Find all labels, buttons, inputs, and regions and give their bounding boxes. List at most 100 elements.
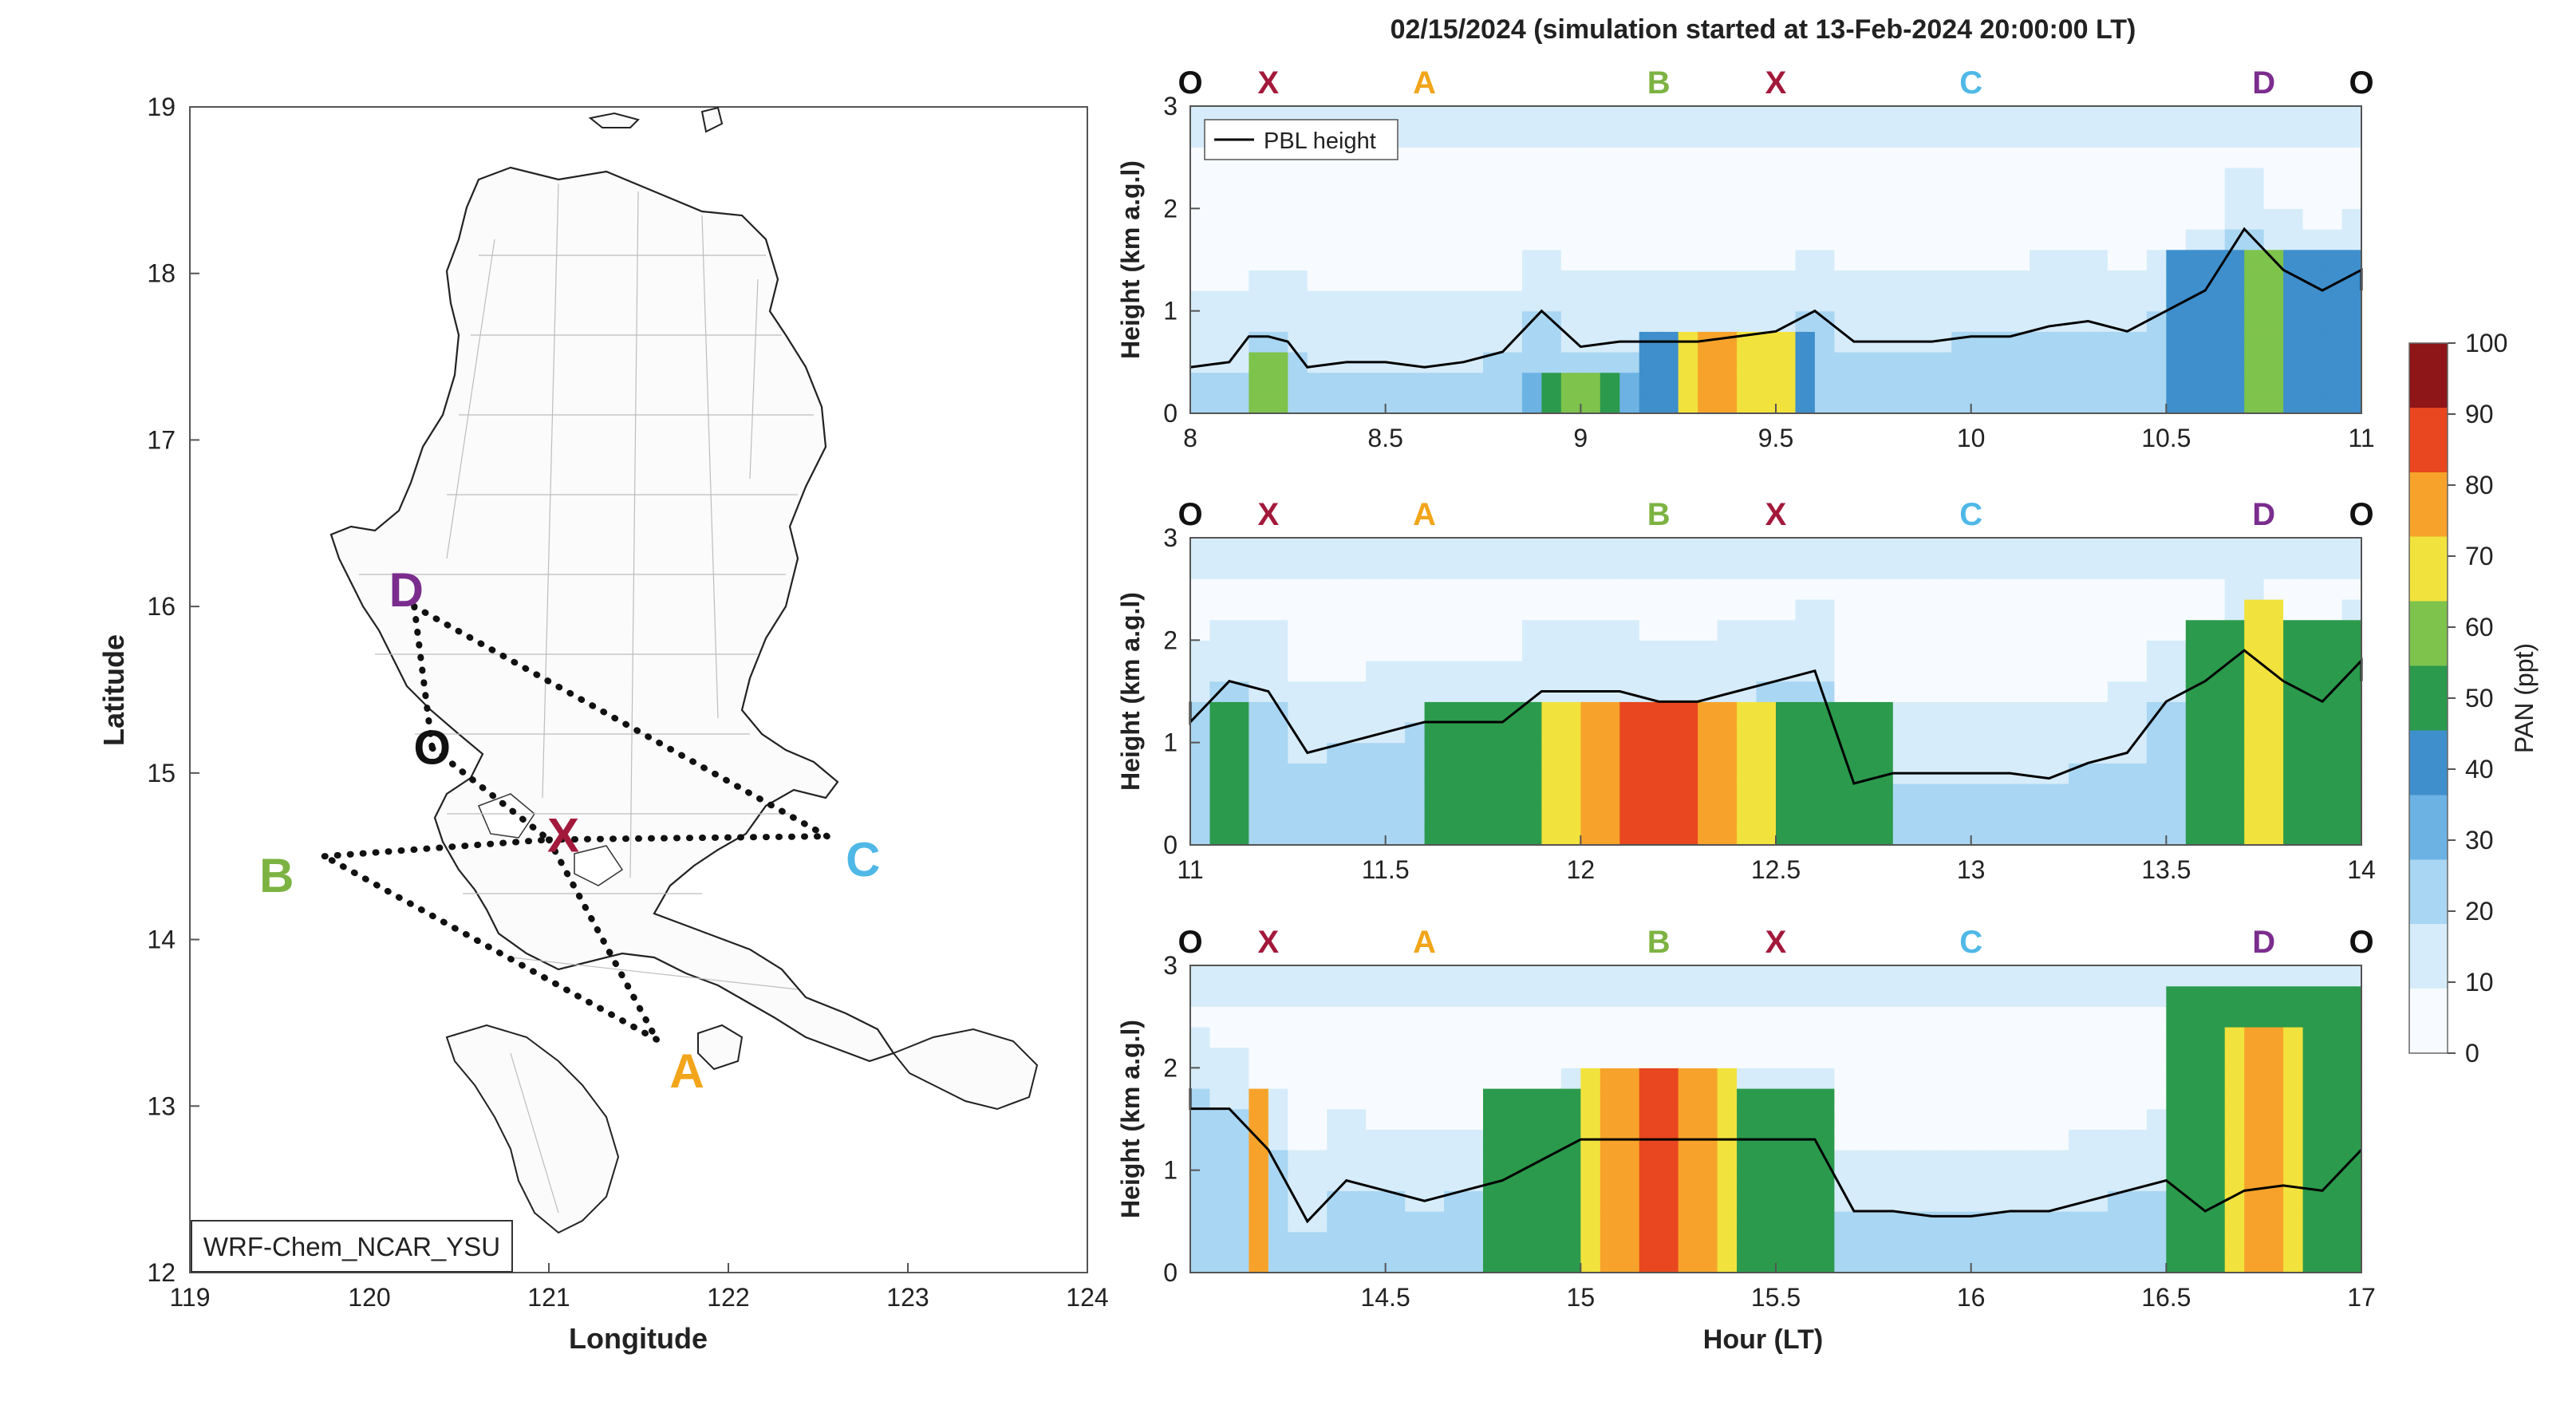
- pan-cell: [1737, 1170, 1757, 1191]
- pan-cell: [1541, 742, 1562, 764]
- pan-cell: [1737, 965, 1757, 987]
- pan-cell: [1931, 1129, 1952, 1151]
- pan-cell: [2205, 249, 2226, 270]
- pan-cell: [1288, 619, 1308, 641]
- pan-cell: [2283, 558, 2304, 579]
- pan-cell: [1521, 147, 1542, 168]
- pan-cell: [2010, 1006, 2030, 1028]
- pan-cell: [1853, 1108, 1874, 1130]
- pan-cell: [1659, 1088, 1679, 1110]
- pan-cell: [1912, 208, 1933, 230]
- pan-cell: [1346, 331, 1367, 353]
- pan-cell: [1463, 270, 1484, 291]
- pan-cell: [1776, 578, 1797, 600]
- pan-cell: [1970, 393, 1991, 414]
- pan-cell: [2088, 824, 2109, 846]
- pan-cell: [1834, 372, 1855, 393]
- route-letter-c: C: [1959, 925, 1982, 960]
- pan-cell: [2322, 1027, 2343, 1048]
- pan-cell: [2166, 249, 2187, 270]
- pan-cell: [1756, 640, 1777, 661]
- pan-cell: [1307, 229, 1327, 251]
- pan-cell: [2166, 661, 2187, 682]
- pan-cell: [2010, 208, 2030, 230]
- pan-cell: [1912, 310, 1933, 332]
- pan-cell: [1776, 1047, 1797, 1068]
- pan-cell: [2205, 578, 2226, 600]
- pan-cell: [1776, 208, 1797, 230]
- pan-cell: [1541, 1088, 1562, 1110]
- route-letter-x: X: [1258, 497, 1280, 532]
- pan-cell: [1737, 763, 1757, 784]
- pan-cell: [1366, 1190, 1387, 1212]
- pan-cell: [2010, 1170, 2030, 1191]
- colorbar-tick-label: 60: [2465, 613, 2494, 641]
- pan-cell: [1521, 331, 1542, 353]
- pan-cell: [1580, 331, 1601, 353]
- pan-cell: [1288, 187, 1308, 209]
- pan-cell: [1307, 1170, 1327, 1191]
- pan-cell: [1463, 1006, 1484, 1028]
- pan-cell: [2224, 681, 2245, 702]
- pan-cell: [2069, 681, 2089, 702]
- pan-cell: [1249, 1088, 1269, 1110]
- pan-cell: [1307, 1129, 1327, 1151]
- pan-cell: [2302, 290, 2323, 312]
- pan-cell: [1756, 1047, 1777, 1068]
- pan-cell: [1385, 803, 1406, 825]
- pan-cell: [1249, 310, 1269, 332]
- pan-cell: [1756, 331, 1777, 353]
- pan-cell: [1912, 803, 1933, 825]
- pan-cell: [1580, 1170, 1601, 1191]
- pan-cell: [1444, 985, 1465, 1007]
- pan-cell: [1463, 763, 1484, 784]
- pan-cell: [1560, 783, 1581, 805]
- pan-cell: [2166, 310, 2187, 332]
- pan-cell: [1951, 290, 1972, 312]
- pan-cell: [2322, 578, 2343, 600]
- pan-cell: [2244, 763, 2265, 784]
- pan-cell: [1541, 701, 1562, 723]
- pan-cell: [1307, 393, 1327, 414]
- pan-cell: [1970, 1252, 1991, 1273]
- pan-cell: [1521, 722, 1542, 744]
- pan-cell: [1541, 661, 1562, 682]
- pan-cell: [2224, 1006, 2245, 1028]
- pan-cell: [1892, 722, 1913, 744]
- pan-cell: [1190, 538, 1211, 559]
- pan-cell: [1931, 1150, 1952, 1171]
- pan-cell: [1288, 538, 1308, 559]
- pan-cell: [2010, 147, 2030, 168]
- pan-cell: [2010, 187, 2030, 209]
- pan-cell: [1483, 249, 1504, 270]
- pan-cell: [1619, 1068, 1640, 1089]
- pan-cell: [2185, 985, 2206, 1007]
- pan-cell: [1249, 985, 1269, 1007]
- pan-cell: [1405, 763, 1426, 784]
- pan-cell: [2205, 640, 2226, 661]
- route-line-O-X: [428, 744, 552, 843]
- pan-cell: [1268, 352, 1288, 373]
- pan-cell: [1892, 1006, 1913, 1028]
- pan-cell: [2205, 599, 2226, 621]
- pan-cell: [1444, 1047, 1465, 1068]
- pan-cell: [2224, 187, 2245, 209]
- pan-cell: [1229, 290, 1249, 312]
- pan-cell: [2263, 187, 2284, 209]
- pan-cell: [1970, 290, 1991, 312]
- pan-cell: [2088, 187, 2109, 209]
- pan-cell: [1327, 661, 1347, 682]
- pan-cell: [1619, 1006, 1640, 1028]
- pan-cell: [1268, 742, 1288, 764]
- pan-cell: [1678, 270, 1698, 291]
- pan-cell: [2341, 681, 2362, 702]
- pan-cell: [1873, 168, 1894, 189]
- pan-cell: [1737, 1006, 1757, 1028]
- pan-cell: [2185, 599, 2206, 621]
- pan-cell: [1366, 763, 1387, 784]
- pan-cell: [2283, 1252, 2304, 1273]
- pan-cell: [1249, 393, 1269, 414]
- pan-cell: [2283, 249, 2304, 270]
- pan-cell: [2224, 599, 2245, 621]
- pan-cell: [1951, 352, 1972, 373]
